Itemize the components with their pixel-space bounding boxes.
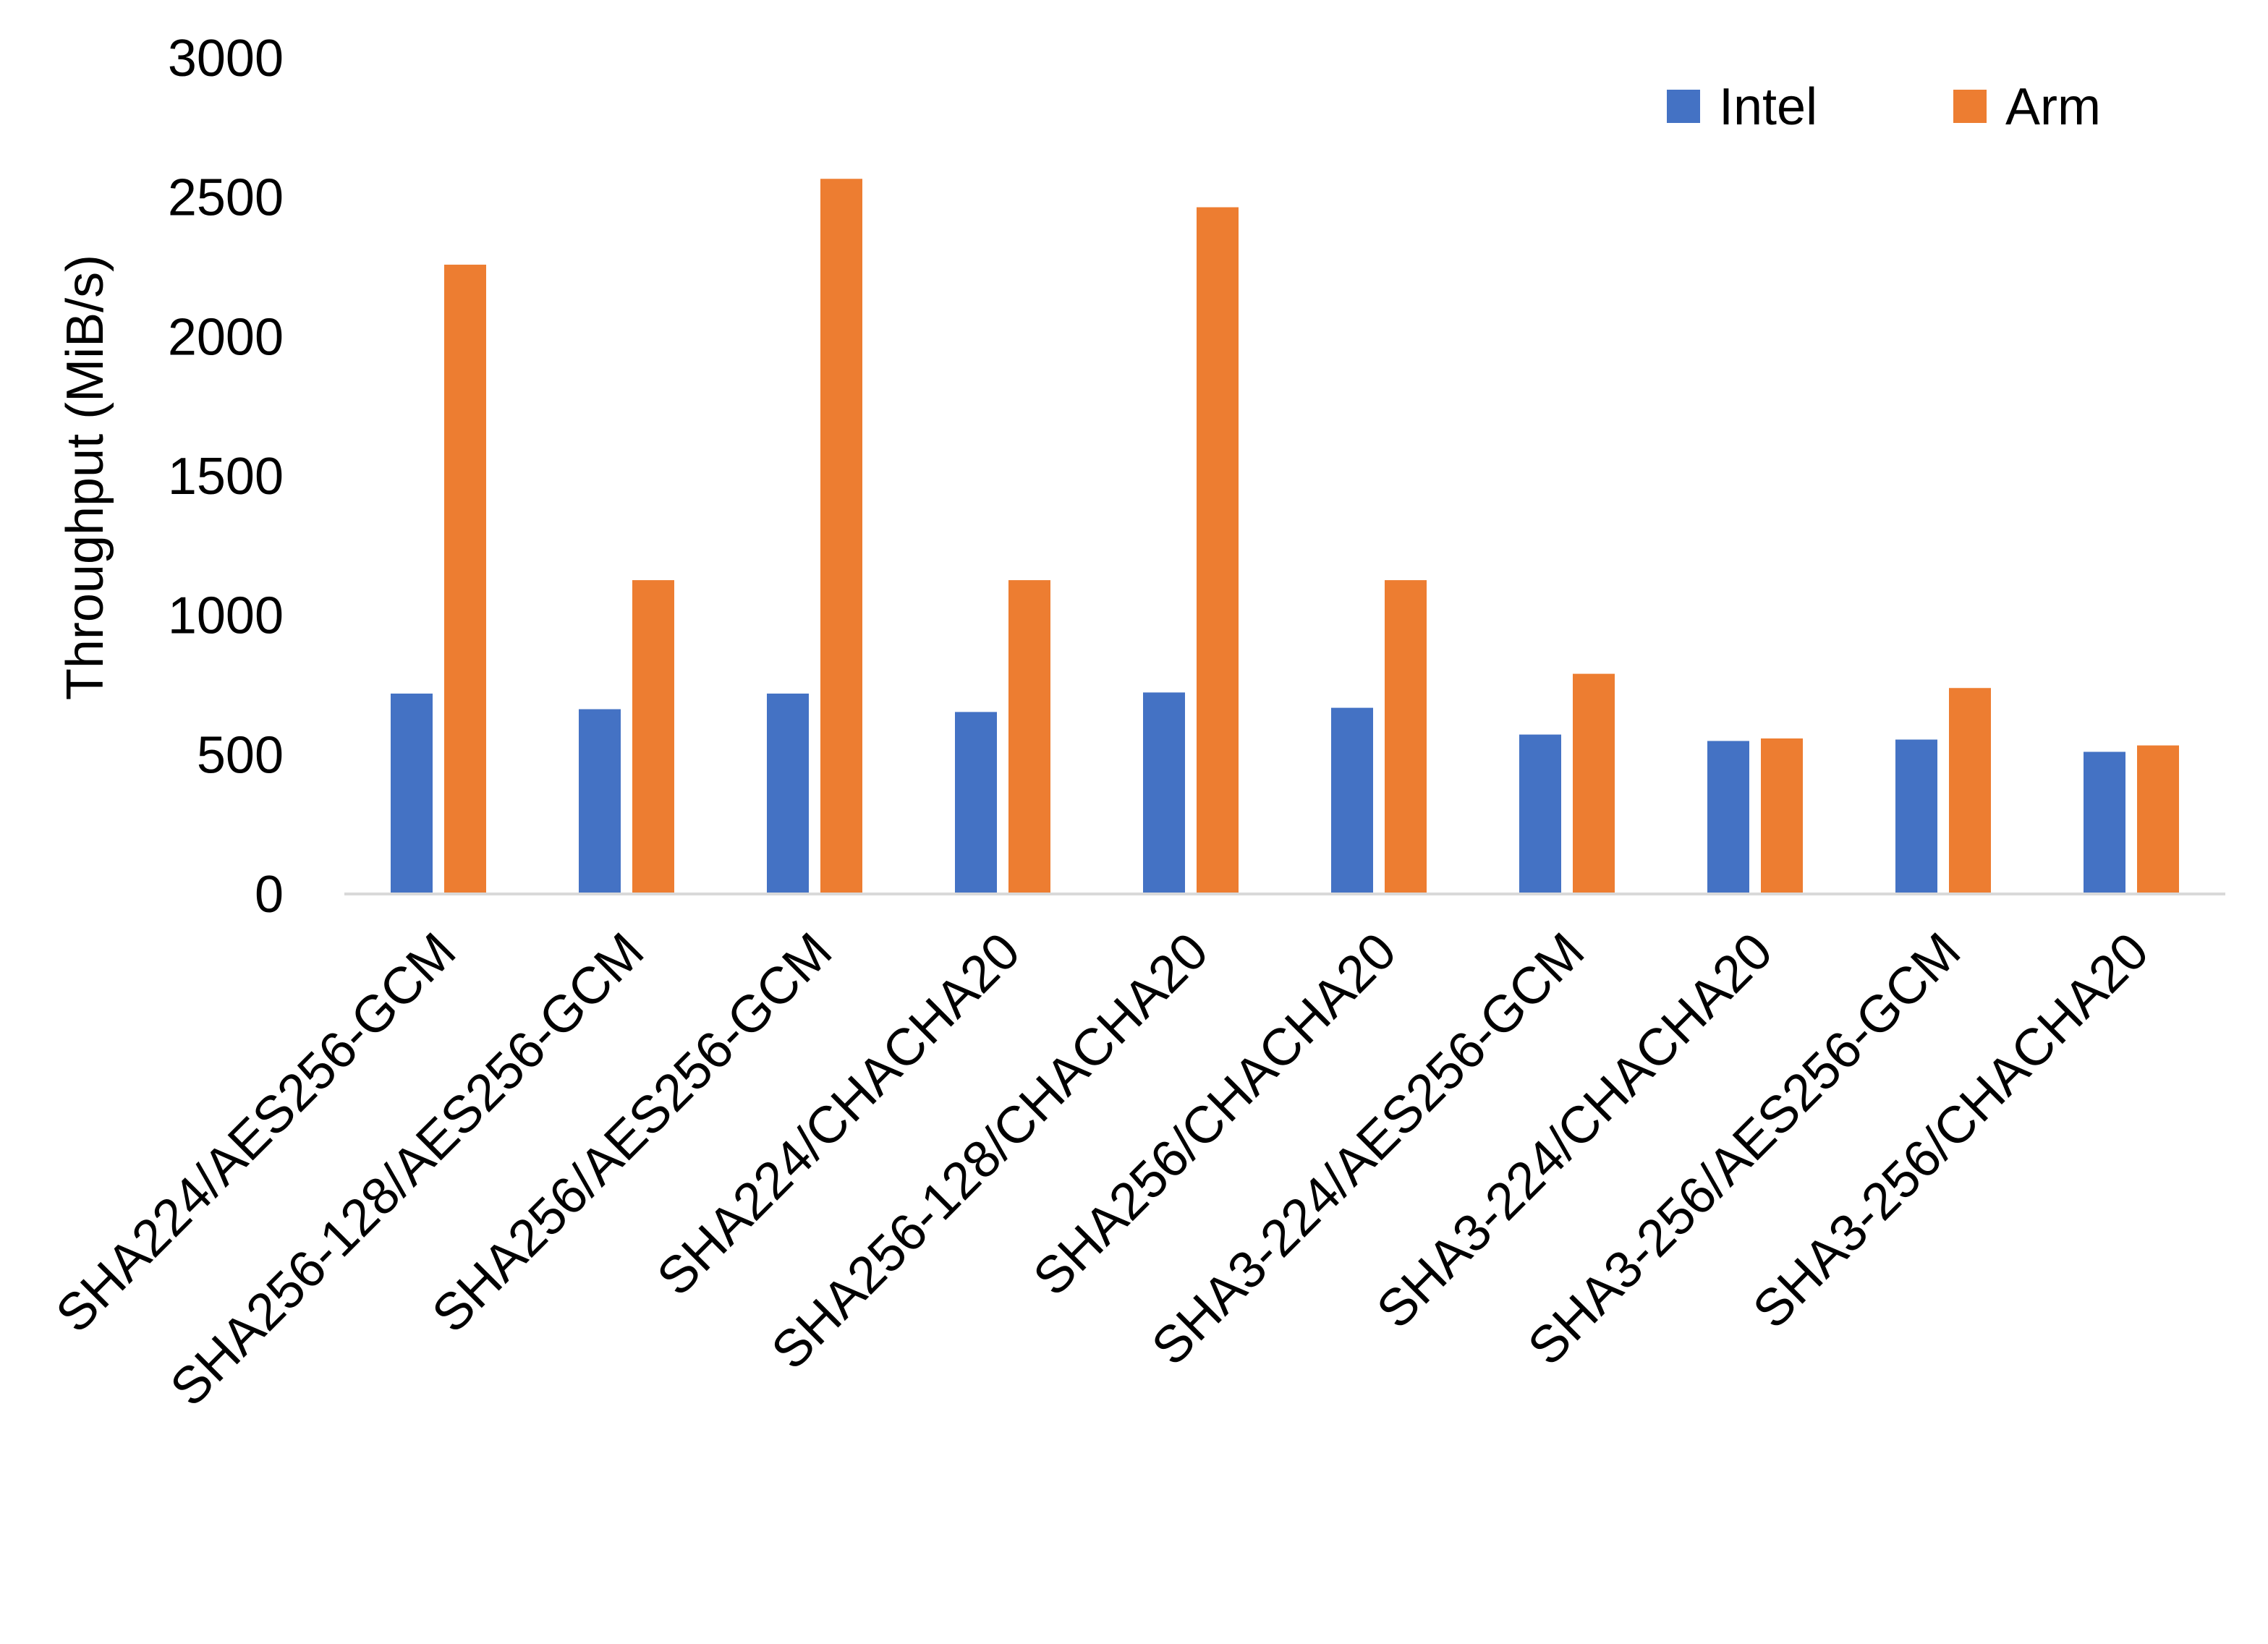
y-tick-label: 0 — [255, 866, 284, 924]
bar-intel-2 — [767, 693, 809, 894]
bar-arm-0 — [444, 264, 486, 894]
bar-arm-7 — [1761, 738, 1803, 894]
legend-swatch-intel — [1667, 90, 1700, 123]
x-category-label: SHA3-256/CHACHA20 — [1742, 922, 2159, 1340]
bar-intel-9 — [2084, 751, 2125, 894]
y-tick-label: 1500 — [168, 448, 284, 506]
y-tick-label: 1000 — [168, 587, 284, 645]
bars-group — [391, 179, 2179, 894]
bar-arm-9 — [2137, 745, 2179, 894]
bar-arm-2 — [820, 179, 862, 894]
bar-intel-1 — [579, 709, 621, 894]
y-tick-label: 500 — [197, 726, 284, 784]
y-tick-label: 2500 — [168, 169, 284, 227]
bar-intel-8 — [1895, 739, 1937, 894]
bar-intel-6 — [1519, 734, 1561, 894]
bar-intel-0 — [391, 693, 433, 894]
bar-arm-1 — [632, 580, 674, 894]
x-category-labels: SHA224/AES256-GCMSHA256-128/AES256-GCMSH… — [45, 922, 2159, 1418]
legend-label-intel: Intel — [1719, 78, 1817, 136]
x-category-label: SHA256/CHACHA20 — [1022, 922, 1407, 1307]
y-axis-label: Throughput (MiB/s) — [56, 255, 114, 700]
x-category-label: SHA3-224/CHACHA20 — [1366, 922, 1783, 1340]
bar-arm-6 — [1573, 673, 1615, 894]
bar-arm-4 — [1197, 207, 1239, 894]
y-tick-label: 2000 — [168, 308, 284, 366]
bar-intel-7 — [1707, 741, 1749, 894]
bar-intel-3 — [955, 712, 997, 894]
bar-arm-8 — [1949, 688, 1991, 894]
bar-intel-5 — [1331, 707, 1373, 894]
legend-swatch-arm — [1953, 90, 1987, 123]
x-category-label: SHA224/CHACHA20 — [646, 922, 1031, 1307]
legend-label-arm: Arm — [2005, 78, 2101, 136]
legend: Intel Arm — [1667, 78, 2101, 136]
bar-intel-4 — [1143, 692, 1185, 894]
y-tick-label: 3000 — [168, 30, 284, 88]
bar-arm-5 — [1385, 580, 1427, 894]
bar-arm-3 — [1008, 580, 1050, 894]
y-tick-labels: 0 500 1000 1500 2000 2500 3000 — [168, 30, 284, 924]
